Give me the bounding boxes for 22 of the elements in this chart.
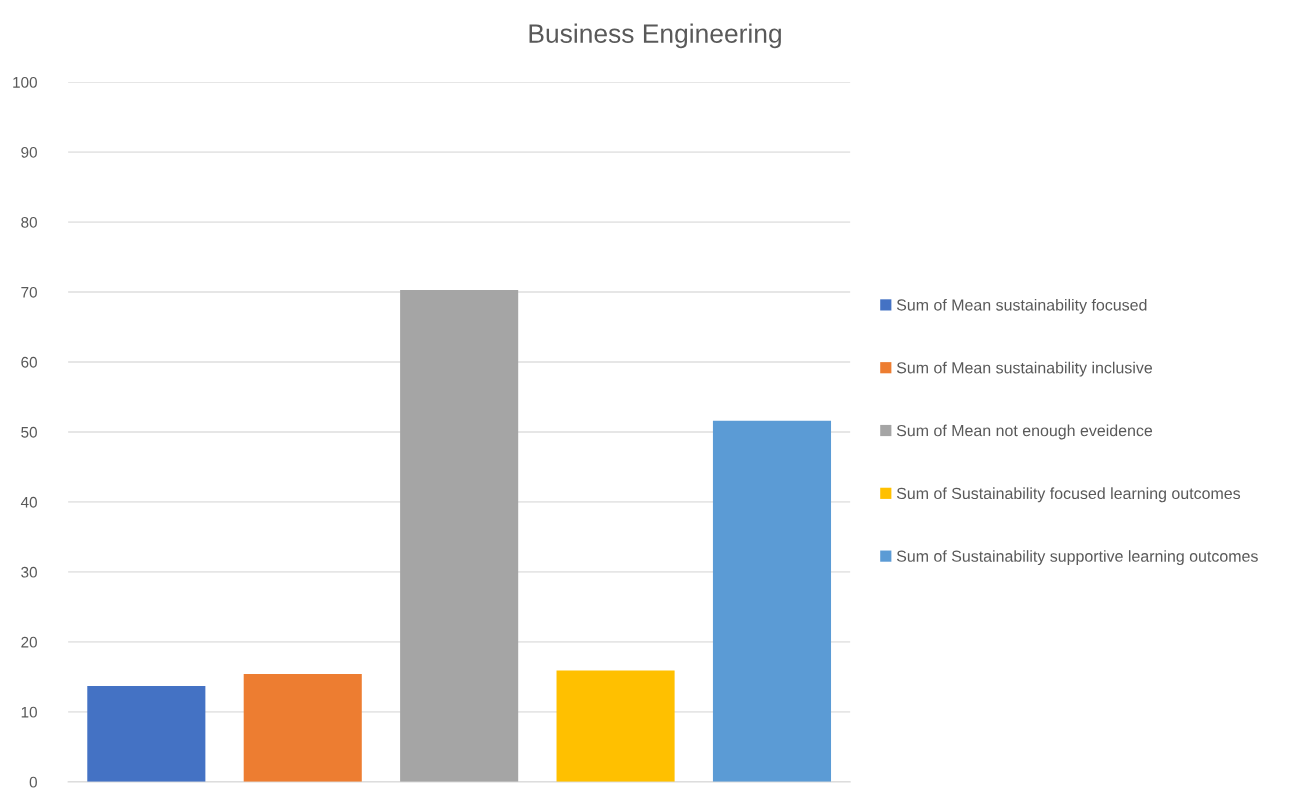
y-tick-label: 40 xyxy=(20,496,37,508)
y-tick-label: 90 xyxy=(21,146,37,158)
y-tick-label: 30 xyxy=(21,566,37,578)
legend-label: Sum of Mean sustainability focused xyxy=(896,298,1147,314)
y-tick-label: 100 xyxy=(13,76,37,88)
chart-title: Business Engineering xyxy=(529,23,781,49)
bar xyxy=(556,670,675,782)
bar xyxy=(243,674,362,782)
legend-label: Sum of Mean not enough eveidence xyxy=(896,424,1153,440)
legend-label: Sum of Mean sustainability inclusive xyxy=(896,361,1153,377)
y-tick-label: 60 xyxy=(21,356,37,368)
y-tick-label: 10 xyxy=(21,706,37,718)
y-tick-label: 50 xyxy=(21,426,37,438)
bar xyxy=(87,685,206,782)
legend-label: Sum of Sustainability supportive learning outcomes xyxy=(896,550,1258,566)
bar xyxy=(400,289,519,782)
y-tick-label: 80 xyxy=(21,216,37,228)
y-tick-label: 20 xyxy=(21,636,37,648)
y-tick-label: 70 xyxy=(21,286,37,298)
legend-label: Sum of Sustainability focused learning outcomes xyxy=(896,487,1241,503)
y-tick-label: 0 xyxy=(29,776,37,788)
bar xyxy=(712,420,832,782)
